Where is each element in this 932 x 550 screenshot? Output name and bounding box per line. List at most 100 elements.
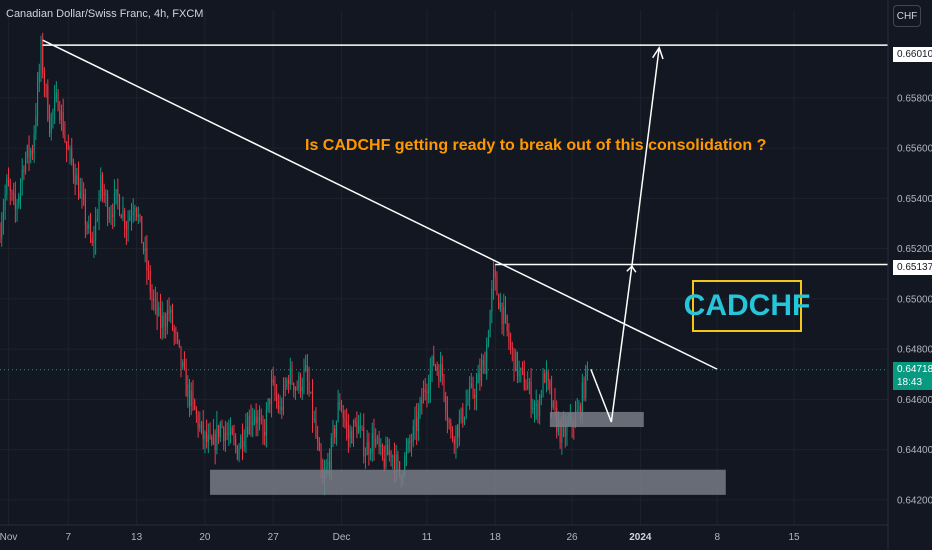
candle-body	[95, 220, 97, 241]
candle-body	[168, 310, 170, 313]
candle-body	[62, 111, 64, 135]
candle-body	[508, 331, 510, 343]
candle-body	[182, 361, 184, 367]
candle-body	[122, 210, 124, 219]
candle-body	[236, 445, 238, 460]
candle-body	[76, 175, 78, 185]
candle-body	[327, 461, 329, 468]
candle-body	[252, 420, 254, 426]
candle-body	[13, 193, 15, 196]
candle-body	[397, 454, 399, 462]
candle-body	[446, 410, 448, 420]
price-tick-label: 0.65600	[897, 144, 932, 155]
candle-body	[84, 199, 86, 225]
candle-body	[177, 333, 179, 340]
candle-body	[264, 431, 266, 436]
candle-body	[520, 368, 522, 370]
candle-body	[31, 150, 33, 154]
symbol-badge: CADCHF	[684, 280, 810, 332]
candle-body	[489, 311, 491, 338]
candle-body	[255, 416, 257, 424]
time-tick-label: Dec	[333, 532, 351, 543]
candle-body	[107, 194, 109, 218]
candle-body	[52, 110, 54, 115]
time-axis[interactable]: Nov 7 13 20 27 Dec 11 18 26 2024 8 15	[0, 524, 888, 543]
candle-body	[511, 346, 513, 349]
candle-body	[59, 110, 61, 121]
candle-body	[474, 394, 476, 399]
candle-body	[132, 212, 134, 216]
candle-body	[98, 198, 100, 219]
candle-body	[498, 295, 500, 309]
candle-body	[16, 204, 18, 210]
candle-body	[271, 378, 273, 405]
candle-body	[156, 299, 158, 316]
candle-body	[81, 191, 83, 194]
price-axis[interactable]: 0.64200 0.64400 0.64600 0.64800 0.65000 0.652…	[887, 0, 932, 550]
candle-body	[175, 331, 177, 334]
candle-body	[93, 240, 95, 244]
candle-body	[452, 432, 454, 440]
candle-body	[105, 194, 107, 196]
candle-body	[422, 389, 425, 404]
candle-body	[465, 404, 467, 417]
candle-body	[40, 41, 42, 72]
candles-group	[0, 32, 588, 496]
candle-body	[124, 210, 126, 228]
candle-body	[561, 426, 563, 443]
candle-body	[267, 398, 269, 410]
candle-body	[96, 218, 98, 221]
candle-body	[320, 450, 322, 469]
candle-body	[137, 214, 139, 217]
candle-body	[346, 421, 348, 427]
candle-body	[238, 448, 240, 460]
candle-body	[187, 384, 189, 397]
candle-body	[265, 409, 267, 436]
candle-body	[293, 383, 295, 391]
candle-body	[337, 402, 339, 422]
currency-button[interactable]: CHF	[893, 5, 921, 27]
time-tick-label: 27	[268, 532, 280, 543]
candle-body	[0, 236, 1, 239]
candle-body	[564, 424, 566, 437]
candle-body	[554, 400, 556, 408]
candle-body	[243, 440, 245, 448]
candle-body	[125, 227, 127, 230]
candle-body	[60, 111, 62, 121]
price-tick-label: 0.65200	[897, 244, 932, 255]
candle-body	[434, 365, 436, 367]
candle-body	[115, 189, 117, 194]
candle-body	[539, 395, 541, 416]
candle-body	[183, 361, 185, 369]
candle-body	[404, 455, 406, 475]
candle-body	[581, 382, 583, 416]
candle-body	[257, 417, 259, 424]
time-tick-label: 8	[714, 532, 720, 543]
candle-body	[226, 432, 228, 435]
price-tick-label: 0.65000	[897, 294, 932, 305]
candle-body	[248, 415, 250, 435]
candle-body	[414, 417, 416, 426]
candle-body	[19, 182, 22, 196]
candle-body	[119, 195, 121, 216]
candle-body	[212, 433, 214, 445]
candle-body	[547, 371, 549, 381]
candle-body	[344, 417, 346, 422]
candle-body	[54, 98, 56, 111]
candle-body	[207, 435, 209, 443]
candle-body	[387, 444, 389, 456]
candle-body	[376, 437, 378, 440]
candle-body	[247, 426, 249, 435]
candle-body	[211, 436, 213, 445]
candle-body	[370, 452, 372, 455]
candle-body	[352, 420, 355, 444]
candle-body	[566, 423, 568, 437]
candle-body	[349, 430, 351, 439]
candle-body	[49, 119, 51, 134]
candle-body	[72, 161, 74, 176]
candle-body	[230, 427, 232, 435]
candle-body	[448, 419, 450, 424]
candle-body	[436, 366, 438, 371]
candle-body	[38, 71, 40, 82]
